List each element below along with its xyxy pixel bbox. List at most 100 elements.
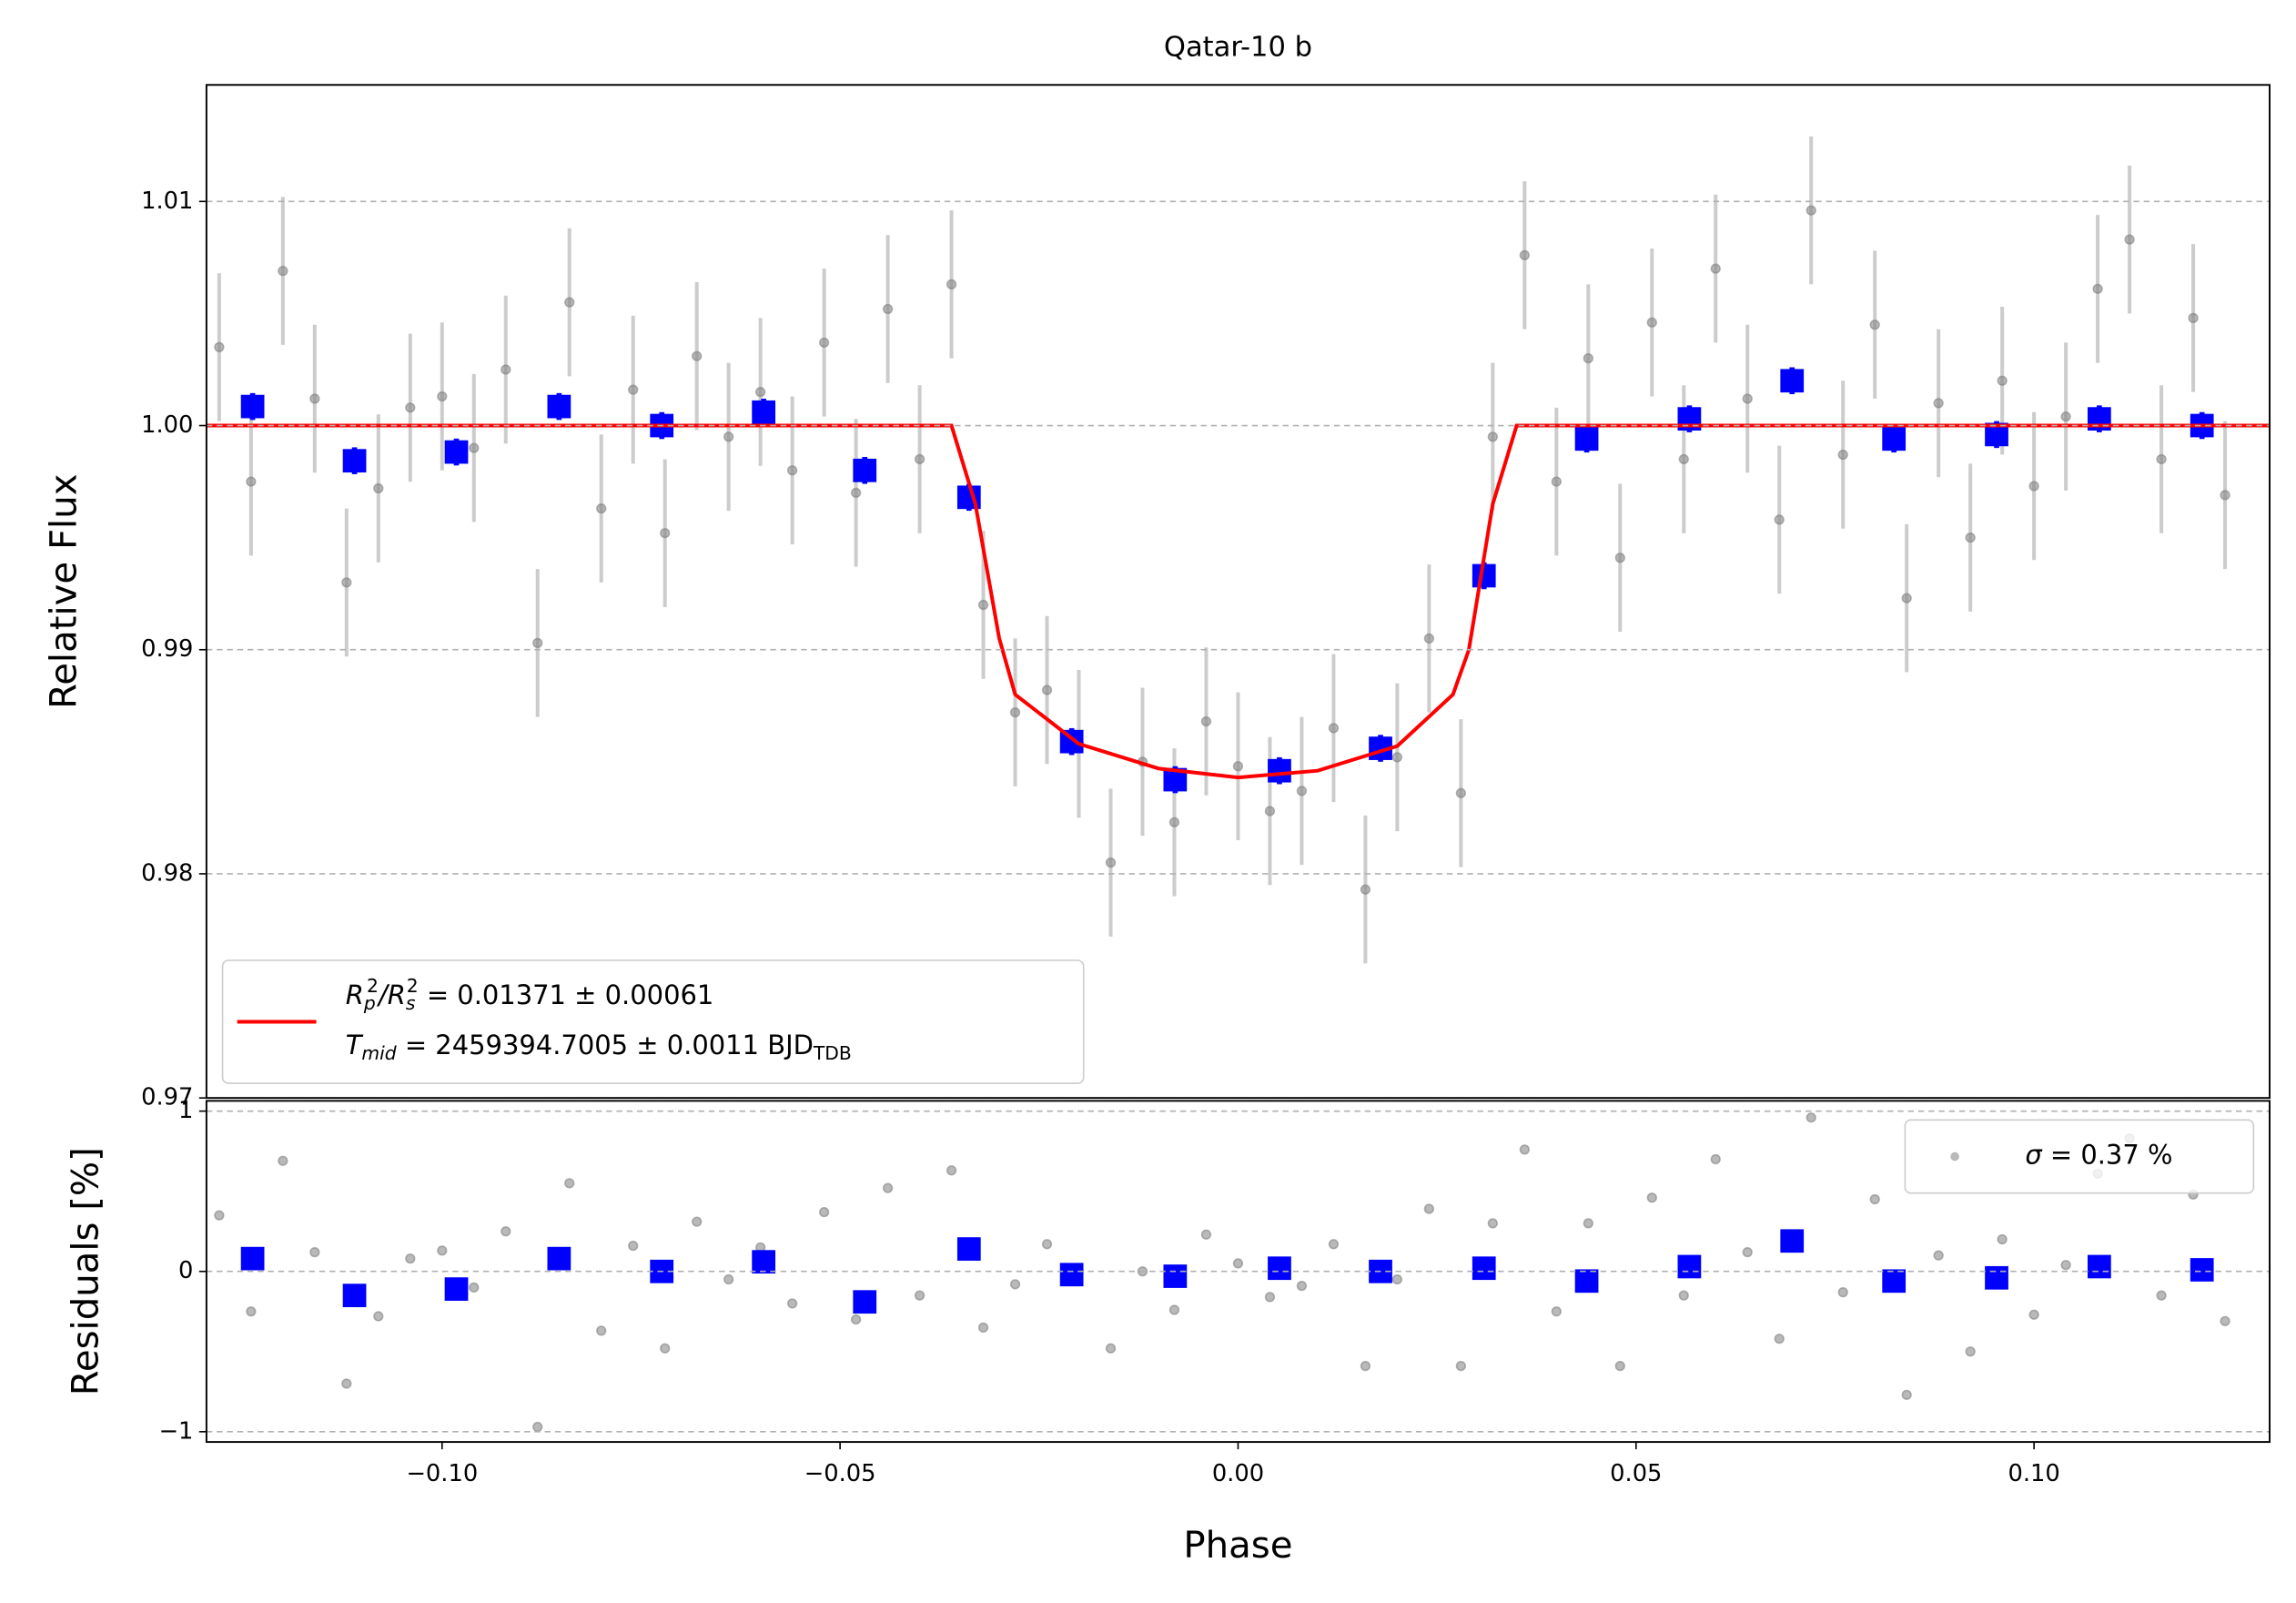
data-point — [1646, 1192, 1657, 1203]
binned-point — [547, 1246, 571, 1271]
data-point — [1487, 431, 1498, 442]
y-tick-label: 0 — [178, 1257, 193, 1284]
binned-point — [2190, 1258, 2214, 1282]
axes-frame — [205, 84, 2271, 1100]
data-point — [818, 337, 830, 349]
data-point — [1678, 453, 1689, 465]
data-point — [1774, 1334, 1785, 1344]
data-point — [660, 1343, 671, 1354]
data-point — [2060, 411, 2071, 422]
data-point — [755, 386, 766, 398]
legend-label: Rp2/Rs2 = 0.01371 ± 0.00061 — [346, 974, 714, 1013]
data-point — [1869, 320, 1880, 330]
data-point — [1710, 263, 1721, 274]
x-tick-label: 0.05 — [1610, 1460, 1662, 1487]
data-point — [1551, 476, 1562, 487]
binned-point — [1985, 1265, 2008, 1290]
binned-point — [1268, 1256, 1291, 1281]
legend-box — [221, 959, 1085, 1084]
data-point — [946, 279, 957, 290]
legend-text: σ — [2025, 1139, 2043, 1170]
binned-point — [547, 394, 571, 419]
data-point — [660, 528, 671, 539]
data-point — [1519, 249, 1530, 261]
data-point — [628, 1240, 639, 1252]
data-point — [914, 1290, 925, 1301]
data-point — [214, 341, 225, 352]
y-axis-label: Relative Flux — [43, 474, 85, 709]
plot-area — [206, 136, 2271, 964]
data-point — [818, 1206, 830, 1218]
data-point — [2124, 234, 2135, 245]
y-tick-label: −1 — [158, 1417, 193, 1445]
data-point — [1455, 1361, 1466, 1372]
data-point — [1710, 1153, 1721, 1165]
data-point — [2060, 1260, 2071, 1271]
y-tick-label: 1.00 — [141, 411, 193, 439]
binned-point — [752, 1250, 776, 1274]
data-point — [437, 1245, 448, 1256]
data-point — [850, 1314, 862, 1325]
data-point — [1328, 1239, 1340, 1250]
binned-point — [752, 400, 776, 424]
x-tick-label: −0.10 — [406, 1460, 478, 1487]
data-point — [309, 1246, 320, 1258]
data-point — [2028, 1309, 2039, 1320]
data-point — [1264, 806, 1276, 817]
data-point — [1997, 375, 2008, 386]
legend-text: = 2459394.7005 ± 0.0011 BJD — [397, 1030, 814, 1060]
data-point — [1105, 857, 1117, 868]
data-point — [692, 350, 703, 361]
data-point — [1487, 1218, 1498, 1229]
data-point — [1583, 353, 1593, 364]
data-point — [2188, 312, 2199, 323]
data-point — [1774, 514, 1785, 525]
data-point — [1360, 884, 1371, 895]
data-point — [1391, 1273, 1403, 1285]
data-point — [628, 384, 639, 395]
data-point — [1264, 1292, 1276, 1303]
data-point — [1997, 1233, 2008, 1245]
data-point — [469, 442, 480, 453]
data-point — [1614, 553, 1625, 563]
binned-point — [956, 1237, 981, 1261]
binned-point — [1780, 369, 1805, 393]
y-tick-label: 1 — [178, 1097, 193, 1124]
binned-point — [1268, 758, 1291, 783]
data-point — [1041, 685, 1053, 695]
data-point — [2220, 490, 2230, 501]
data-point — [1200, 1229, 1212, 1240]
binned-point — [342, 1283, 367, 1308]
binned-point — [1472, 1256, 1496, 1281]
data-point — [1168, 1304, 1180, 1315]
data-point — [1837, 1287, 1848, 1298]
plot-area — [214, 1112, 2230, 1433]
data-point — [1328, 723, 1340, 734]
data-point — [405, 402, 416, 413]
legend-text: T — [346, 1030, 364, 1060]
x-tick-label: 0.10 — [2008, 1460, 2059, 1487]
data-point — [787, 465, 798, 476]
binned-point — [1059, 1263, 1084, 1287]
binned-point — [2087, 1254, 2111, 1279]
legend-text: TDB — [813, 1041, 852, 1063]
y-tick-label: 1.01 — [141, 188, 193, 215]
data-point — [309, 393, 320, 404]
model-line — [206, 423, 2271, 780]
data-point — [596, 502, 607, 514]
binned-point — [1882, 1269, 1907, 1294]
data-point — [341, 1378, 352, 1389]
data-point — [214, 1210, 225, 1221]
data-point — [1965, 1346, 1976, 1357]
data-point — [723, 1273, 734, 1285]
data-point — [1360, 1361, 1371, 1372]
x-tick-label: 0.00 — [1212, 1460, 1264, 1487]
binned-point — [1677, 1254, 1702, 1279]
data-point — [1933, 1250, 1944, 1261]
data-point — [1009, 707, 1021, 718]
binned-point — [444, 440, 469, 464]
legend-text: = 0.37 % — [2042, 1139, 2173, 1170]
data-point — [1296, 1280, 1308, 1292]
legend-text: 2 — [407, 974, 419, 996]
data-point — [1105, 1343, 1117, 1354]
